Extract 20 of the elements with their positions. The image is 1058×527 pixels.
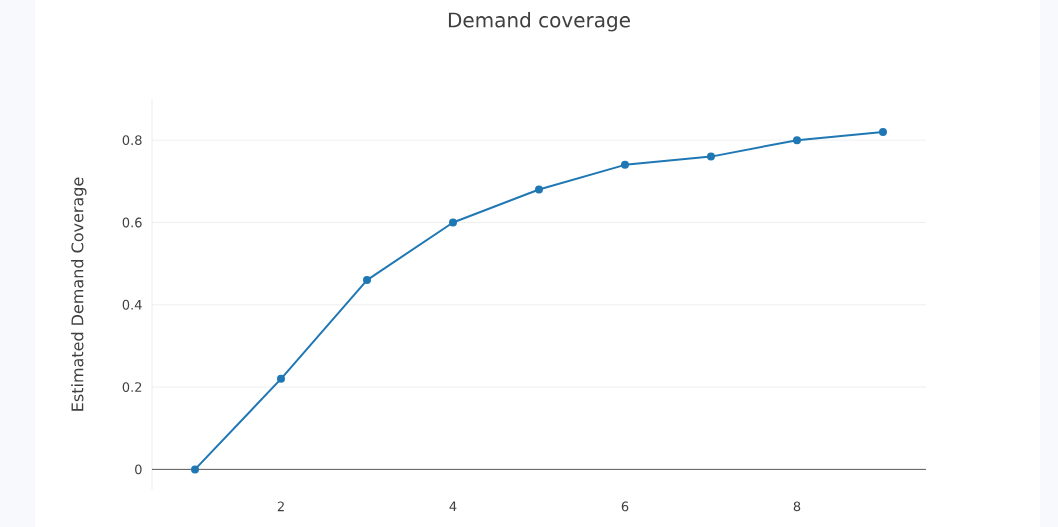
- x-tick-label: 4: [449, 501, 457, 511]
- y-tick-label: 0.4: [122, 299, 142, 310]
- point: [535, 185, 543, 194]
- point: [277, 374, 285, 383]
- y-tick-label: 0: [135, 464, 142, 475]
- point: [621, 160, 629, 169]
- point: [363, 276, 371, 285]
- point: [878, 127, 887, 136]
- point: [706, 152, 715, 161]
- point: [792, 136, 801, 145]
- x-tick-label: 2: [277, 501, 284, 512]
- y-tick-label: 0.6: [122, 217, 142, 228]
- y-axis-title: Estimated Demand Coverage: [71, 177, 87, 411]
- y-tick-label: 0.2: [122, 382, 142, 393]
- chart-title: Demand coverage: [448, 12, 630, 32]
- x-tick-label: 8: [793, 501, 801, 512]
- x-tick-label: 6: [621, 501, 629, 512]
- point: [449, 218, 457, 227]
- y-tick-label: 0.8: [122, 135, 142, 146]
- point: [191, 465, 200, 474]
